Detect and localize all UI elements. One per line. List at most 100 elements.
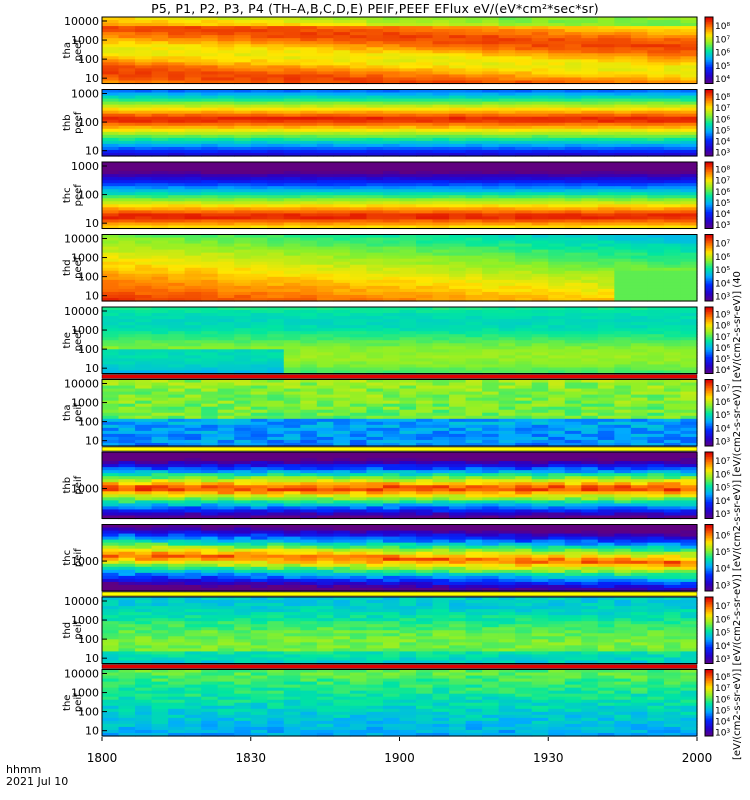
spectrogram-cell <box>102 439 120 444</box>
spectrogram-cell <box>366 47 384 51</box>
spectrogram-cell <box>382 183 401 187</box>
spectrogram-cell <box>118 204 136 208</box>
spectrogram-cell <box>267 246 285 251</box>
spectrogram-cell <box>597 131 615 136</box>
spectrogram-cell <box>449 337 467 341</box>
spectrogram-cell <box>135 267 153 272</box>
spectrogram-cell <box>647 140 665 145</box>
spectrogram-cell <box>647 424 665 429</box>
spectrogram-cell <box>548 285 566 290</box>
spectrogram-cell <box>614 297 632 302</box>
spectrogram-cell <box>168 297 186 302</box>
spectrogram-cell <box>217 116 235 121</box>
spectrogram-cell <box>366 65 384 69</box>
spectrogram-cell <box>366 189 384 193</box>
spectrogram-cell <box>416 442 434 447</box>
spectrogram-cell <box>267 162 285 166</box>
spectrogram-cell <box>680 17 698 21</box>
spectrogram-cell <box>300 270 318 275</box>
spectrogram-cell <box>102 430 120 435</box>
spectrogram-cell <box>184 119 202 124</box>
spectrogram-cell <box>663 98 682 103</box>
spectrogram-cell <box>449 319 467 323</box>
spectrogram-cell <box>151 352 169 356</box>
spectrogram-cell <box>581 180 599 184</box>
spectrogram-cell <box>234 143 252 148</box>
spectrogram-cell <box>597 331 615 335</box>
spectrogram-cell <box>135 125 153 130</box>
spectrogram-cell <box>217 252 235 257</box>
spectrogram-cell <box>316 50 334 54</box>
spectrogram-cell <box>614 346 632 350</box>
spectrogram-cell <box>597 433 615 438</box>
spectrogram-cell <box>647 400 665 405</box>
spectrogram-cell <box>135 352 153 356</box>
spectrogram-cell <box>663 267 682 272</box>
spectrogram-cell <box>135 119 153 124</box>
spectrogram-cell <box>597 23 615 27</box>
spectrogram-cell <box>465 385 483 390</box>
spectrogram-cell <box>564 385 582 390</box>
spectrogram-cell <box>614 415 632 420</box>
spectrogram-cell <box>102 267 120 272</box>
spectrogram-cell <box>366 225 384 230</box>
spectrogram-cell <box>465 32 483 36</box>
spectrogram-cell <box>267 174 285 178</box>
spectrogram-cell <box>366 62 384 66</box>
spectrogram-cell <box>250 101 268 106</box>
spectrogram-cell <box>416 394 434 399</box>
spectrogram-cell <box>168 282 186 287</box>
spectrogram-cell <box>449 276 467 281</box>
panel-ytick-label: 100 <box>78 116 99 129</box>
spectrogram-cell <box>449 29 467 33</box>
spectrogram-cell <box>432 412 450 417</box>
spectrogram-cell <box>300 340 318 344</box>
spectrogram-cell <box>349 394 368 399</box>
spectrogram-cell <box>135 264 153 269</box>
spectrogram-cell <box>647 17 665 21</box>
spectrogram-cell <box>168 433 186 438</box>
spectrogram-cell <box>432 56 450 60</box>
spectrogram-cell <box>449 382 467 387</box>
colorbar-segment <box>705 102 713 105</box>
spectrogram-cell <box>349 219 368 224</box>
spectrogram-cell <box>416 110 434 115</box>
spectrogram-cell <box>201 364 219 369</box>
spectrogram-cell <box>482 285 500 290</box>
spectrogram-cell <box>283 288 301 293</box>
spectrogram-cell <box>217 246 235 251</box>
spectrogram-cell <box>382 146 401 151</box>
spectrogram-cell <box>416 35 434 39</box>
spectrogram-cell <box>151 346 169 350</box>
spectrogram-cell <box>316 270 334 275</box>
spectrogram-cell <box>680 186 698 190</box>
spectrogram-cell <box>399 168 417 172</box>
spectrogram-cell <box>432 198 450 202</box>
colorbar-segment <box>705 279 713 282</box>
spectrogram-cell <box>465 412 483 417</box>
spectrogram-cell <box>449 213 467 218</box>
spectrogram-cell <box>498 349 516 353</box>
spectrogram-cell <box>267 391 285 396</box>
spectrogram-cell <box>465 288 483 293</box>
spectrogram-cell <box>647 146 665 151</box>
colorbar-tick-label: 10⁶ <box>715 253 730 263</box>
spectrogram-cell <box>349 149 368 154</box>
spectrogram-cell <box>680 282 698 287</box>
spectrogram-cell <box>416 225 434 230</box>
spectrogram-cell <box>102 442 120 447</box>
spectrogram-cell <box>168 26 186 30</box>
spectrogram-cell <box>515 234 533 239</box>
spectrogram-cell <box>647 125 665 130</box>
spectrogram-cell <box>217 32 235 36</box>
spectrogram-cell <box>680 313 698 317</box>
spectrogram-cell <box>250 152 268 157</box>
spectrogram-cell <box>482 222 500 227</box>
spectrogram-cell <box>465 442 483 447</box>
spectrogram-cell <box>663 216 682 221</box>
spectrogram-cell <box>399 349 417 353</box>
spectrogram-cell <box>680 162 698 166</box>
spectrogram-cell <box>135 316 153 320</box>
spectrogram-cell <box>118 146 136 151</box>
spectrogram-cell <box>333 192 351 196</box>
